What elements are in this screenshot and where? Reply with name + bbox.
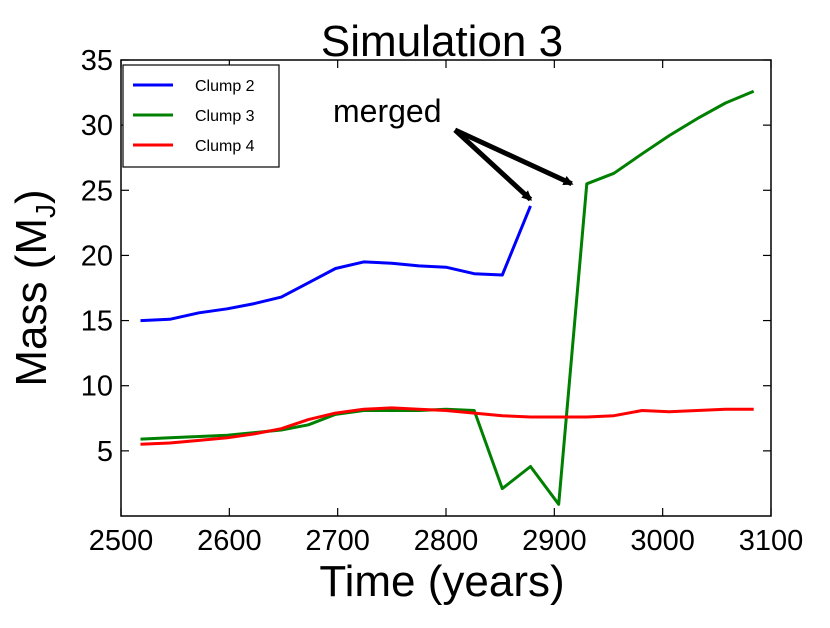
x-tick-label: 2500 bbox=[89, 525, 154, 557]
y-tick-label: 30 bbox=[81, 110, 113, 142]
series-line-clump-4 bbox=[140, 406, 754, 446]
legend-label-clump-4: Clump 4 bbox=[195, 138, 255, 155]
legend-label-clump-2: Clump 2 bbox=[195, 78, 255, 95]
y-tick-label: 25 bbox=[81, 175, 113, 207]
x-axis-label: Time (years) bbox=[319, 557, 564, 606]
plot-area: 2500 2600 2700 2800 2900 3000 3100 5 10 15 20 25 30 3… bbox=[81, 45, 804, 557]
y-tick-label: 35 bbox=[81, 45, 113, 77]
annotation-arrow-2 bbox=[453, 127, 574, 187]
y-tick-label: 5 bbox=[97, 436, 113, 468]
legend-label-clump-3: Clump 3 bbox=[195, 108, 255, 125]
y-tick-label: 15 bbox=[81, 306, 113, 338]
x-tick-label: 3000 bbox=[630, 525, 695, 557]
annotation-arrow-1 bbox=[453, 128, 533, 202]
x-tick-label: 2600 bbox=[197, 525, 262, 557]
chart-title: Simulation 3 bbox=[321, 17, 563, 66]
y-tick-label: 10 bbox=[81, 371, 113, 403]
y-axis-label-main: Mass (M bbox=[7, 218, 56, 387]
legend: Clump 2 Clump 3 Clump 4 bbox=[122, 64, 280, 168]
x-tick-label: 3100 bbox=[739, 525, 804, 557]
y-axis-label-close: ) bbox=[7, 189, 56, 204]
x-tick-label: 2800 bbox=[414, 525, 479, 557]
y-tick-label: 20 bbox=[81, 240, 113, 272]
x-tick-label: 2900 bbox=[522, 525, 587, 557]
series-line-clump-2 bbox=[140, 205, 532, 323]
y-axis-label-sub: J bbox=[30, 204, 61, 218]
x-tick-label: 2700 bbox=[305, 525, 370, 557]
annotation-merged: merged bbox=[333, 93, 442, 129]
y-axis-label: Mass (MJ) bbox=[7, 189, 61, 386]
